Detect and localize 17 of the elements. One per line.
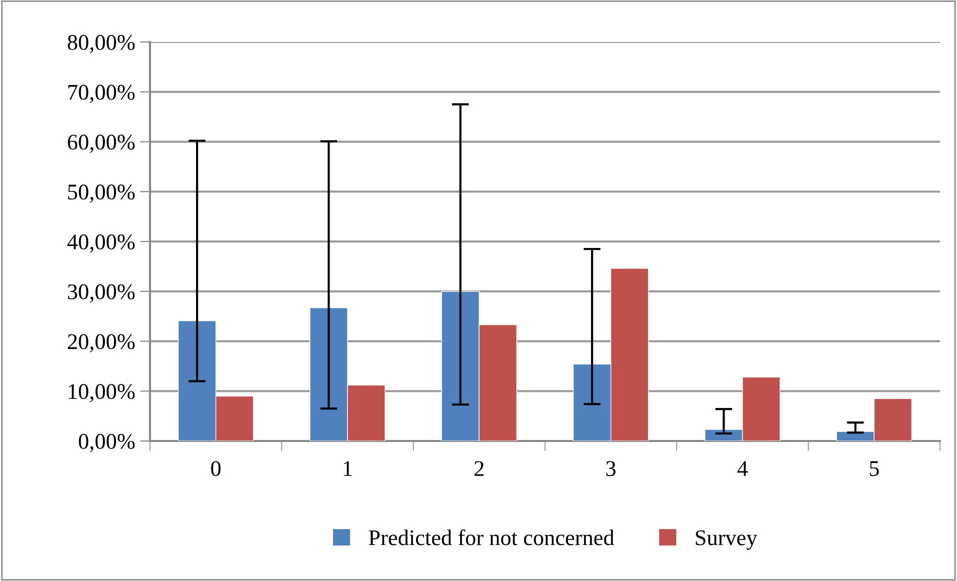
x-tick-label: 5 bbox=[870, 461, 879, 476]
y-tick-label: 30,00% bbox=[68, 284, 135, 302]
y-tick-label: 20,00% bbox=[68, 334, 135, 352]
x-tick-label: 1 bbox=[344, 461, 352, 476]
y-tick-label: 60,00% bbox=[68, 134, 135, 153]
y-tick-label: 40,00% bbox=[67, 234, 135, 253]
y-tick-label: 0,00% bbox=[78, 434, 135, 452]
x-tick-label: 4 bbox=[737, 461, 748, 476]
legend-label: Survey bbox=[696, 530, 758, 550]
x-tick-label: 3 bbox=[606, 461, 616, 476]
x-tick-label: 2 bbox=[474, 461, 484, 476]
x-tick-label: 0 bbox=[211, 461, 221, 476]
y-tick-label: 80,00% bbox=[68, 34, 135, 54]
legend-label: Predicted for not concerned bbox=[368, 529, 614, 546]
y-tick-label: 10,00% bbox=[68, 384, 135, 402]
y-tick-label: 50,00% bbox=[68, 184, 135, 203]
y-tick-label: 70,00% bbox=[68, 84, 135, 103]
